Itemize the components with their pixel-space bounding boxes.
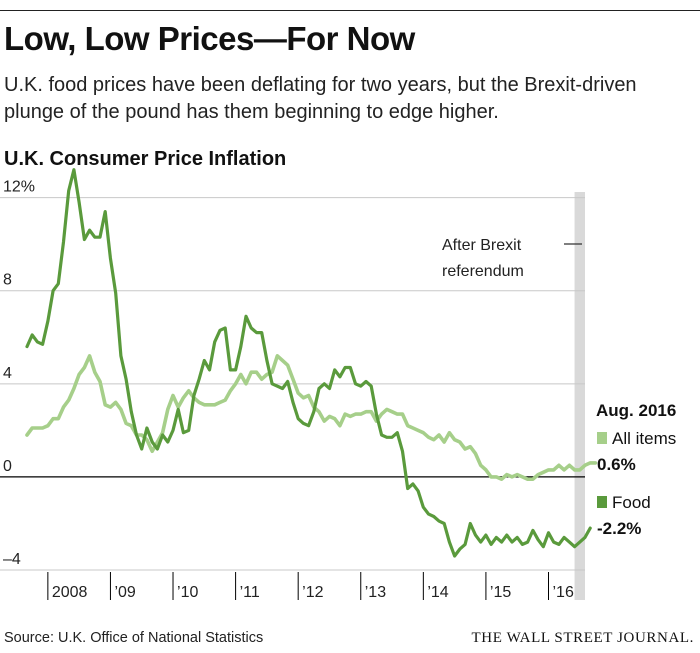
legend-swatch-all-items xyxy=(597,432,607,444)
y-tick-label: 8 xyxy=(3,272,12,289)
y-tick-label: 0 xyxy=(3,458,12,475)
x-tick-label: ’11 xyxy=(240,584,260,601)
gridlines: –4 0 4 8 12% xyxy=(0,179,585,571)
legend-swatch-food xyxy=(597,496,607,508)
legend: Aug. 2016 All items 0.6% Food -2.2% xyxy=(596,401,676,538)
series-line-food xyxy=(25,168,592,558)
legend-label-food: Food xyxy=(612,493,651,512)
annotation-label-line1: After Brexit xyxy=(442,237,522,254)
source-note: Source: U.K. Office of National Statisti… xyxy=(4,630,264,646)
legend-title: Aug. 2016 xyxy=(596,401,676,420)
y-tick-label: 4 xyxy=(3,365,12,382)
x-tick-label: ’15 xyxy=(490,584,511,601)
x-tick-label: ’14 xyxy=(427,584,448,601)
subheadline: U.K. food prices have been deflating for… xyxy=(4,74,637,123)
x-tick-label: ’09 xyxy=(114,584,135,601)
annotation-label-line2: referendum xyxy=(442,263,524,280)
annotation: After Brexit referendum xyxy=(442,237,582,280)
headline: Low, Low Prices—For Now xyxy=(4,20,415,57)
legend-value-all-items: 0.6% xyxy=(597,455,636,474)
legend-label-all-items: All items xyxy=(612,429,676,448)
x-tick-label: ’12 xyxy=(302,584,323,601)
y-tick-label: 12% xyxy=(3,179,35,196)
legend-value-food: -2.2% xyxy=(597,519,641,538)
brexit-referendum-band xyxy=(574,192,585,600)
chart-title: U.K. Consumer Price Inflation xyxy=(4,148,287,170)
x-tick-label: ’13 xyxy=(365,584,386,601)
series-line-all-items xyxy=(25,354,598,482)
y-tick-label: –4 xyxy=(3,551,21,568)
x-tick-label: 2008 xyxy=(52,584,88,601)
publisher-logo: THE WALL STREET JOURNAL. xyxy=(471,630,694,646)
x-tick-label: ’10 xyxy=(177,584,198,601)
x-axis: 2008 ’09 ’10 ’11 ’12 ’13 ’14 ’15 ’16 xyxy=(47,572,574,601)
top-rule xyxy=(0,10,700,11)
x-tick-label: ’16 xyxy=(552,584,573,601)
series-lines xyxy=(25,168,598,558)
